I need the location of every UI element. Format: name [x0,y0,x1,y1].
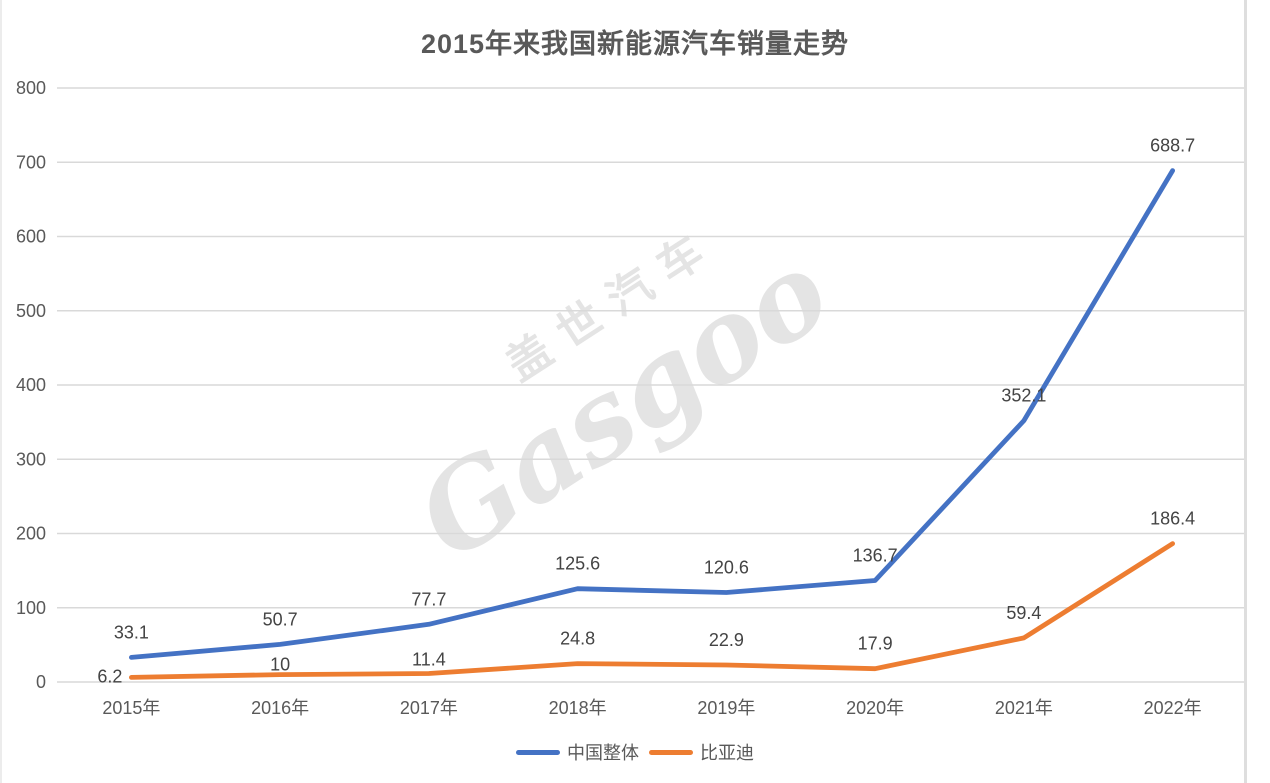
x-axis-tick-labels: 2015年 2016年 2017年 2018年 2019年 2020年 2021年 2022年 [102,698,1201,718]
series-lines [128,168,1175,680]
x-tick-label: 2015年 [102,698,160,718]
x-tick-label: 2018年 [549,698,607,718]
legend-label: 中国整体 [567,743,639,763]
x-tick-label: 2021年 [995,698,1053,718]
x-tick-label: 2016年 [251,698,309,718]
data-label: 24.8 [560,629,595,649]
left-window-edge [0,0,2,783]
y-axis-tick-labels: 0 100 200 300 400 500 600 700 800 [16,78,46,692]
data-label: 186.4 [1150,509,1195,529]
data-label: 17.9 [858,634,893,654]
gridlines [57,87,1247,683]
legend-label: 比亚迪 [700,743,754,763]
y-tick-label: 800 [16,78,46,98]
y-tick-label: 200 [16,524,46,544]
data-label: 10 [270,655,290,675]
series-line-1 [128,541,1175,680]
y-tick-label: 100 [16,598,46,618]
x-tick-label: 2022年 [1144,698,1202,718]
data-label: 11.4 [412,650,446,670]
series-line-0 [128,168,1175,660]
legend-item: 中国整体 [516,739,639,765]
x-tick-label: 2020年 [846,698,904,718]
data-label: 50.7 [263,609,298,629]
data-labels: 33.1 50.7 77.7 125.6 120.6 136.7 352.1 688.7 6.2… [97,136,1195,687]
data-label: 77.7 [411,589,446,609]
y-tick-label: 0 [36,672,46,692]
data-label: 22.9 [709,630,744,650]
chart-legend: 中国整体 比亚迪 [0,739,1270,765]
data-label: 125.6 [555,554,600,574]
legend-swatch-line [516,749,560,755]
y-tick-label: 300 [16,449,46,469]
data-label: 136.7 [853,546,898,566]
y-tick-label: 500 [16,301,46,321]
y-tick-label: 600 [16,227,46,247]
data-label: 352.1 [1001,386,1046,406]
y-tick-label: 400 [16,375,46,395]
data-label: 688.7 [1150,136,1195,156]
x-tick-label: 2017年 [400,698,458,718]
legend-item: 比亚迪 [649,739,754,765]
y-tick-label: 700 [16,152,46,172]
right-window-edge [1244,0,1247,783]
data-label: 6.2 [97,666,122,686]
data-label: 59.4 [1006,603,1041,623]
x-tick-label: 2019年 [697,698,755,718]
data-label: 33.1 [114,622,149,642]
chart-title: 2015年来我国新能源汽车销量走势 [420,29,850,59]
data-label: 120.6 [704,557,749,577]
legend-swatch-line [649,749,693,755]
